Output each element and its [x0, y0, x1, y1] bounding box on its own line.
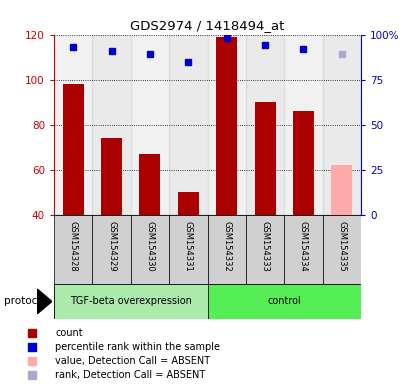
Text: GSM154328: GSM154328	[68, 220, 78, 271]
Polygon shape	[37, 289, 52, 314]
Bar	[293, 111, 314, 215]
Text: GSM154334: GSM154334	[299, 220, 308, 271]
Bar	[131, 35, 169, 215]
Bar	[331, 166, 352, 215]
Bar	[169, 35, 208, 215]
Bar	[139, 154, 161, 215]
Bar	[323, 35, 361, 215]
Text: GSM154335: GSM154335	[337, 220, 347, 271]
Bar	[208, 35, 246, 215]
Bar	[93, 215, 131, 284]
Text: GSM154333: GSM154333	[261, 220, 270, 271]
Bar	[216, 37, 237, 215]
Bar	[284, 35, 323, 215]
Bar	[254, 102, 276, 215]
Bar	[178, 192, 199, 215]
Text: percentile rank within the sample: percentile rank within the sample	[55, 342, 220, 352]
Bar	[93, 35, 131, 215]
Text: control: control	[267, 296, 301, 306]
Bar	[323, 215, 361, 284]
Bar	[169, 215, 208, 284]
Text: GSM154330: GSM154330	[145, 220, 154, 271]
Text: GSM154332: GSM154332	[222, 220, 231, 271]
Text: GSM154331: GSM154331	[184, 220, 193, 271]
Bar	[246, 35, 284, 215]
Bar	[284, 215, 323, 284]
Bar	[63, 84, 84, 215]
Bar	[54, 215, 92, 284]
Bar	[208, 284, 361, 319]
Bar	[131, 215, 169, 284]
Text: GSM154329: GSM154329	[107, 220, 116, 271]
Bar	[101, 138, 122, 215]
Bar	[246, 215, 284, 284]
Bar	[54, 284, 208, 319]
Text: rank, Detection Call = ABSENT: rank, Detection Call = ABSENT	[55, 370, 205, 380]
Text: value, Detection Call = ABSENT: value, Detection Call = ABSENT	[55, 356, 210, 366]
Bar	[208, 215, 246, 284]
Bar	[54, 35, 92, 215]
Text: count: count	[55, 328, 83, 338]
Text: TGF-beta overexpression: TGF-beta overexpression	[70, 296, 192, 306]
Text: protocol: protocol	[4, 296, 47, 306]
Text: GDS2974 / 1418494_at: GDS2974 / 1418494_at	[130, 19, 285, 32]
